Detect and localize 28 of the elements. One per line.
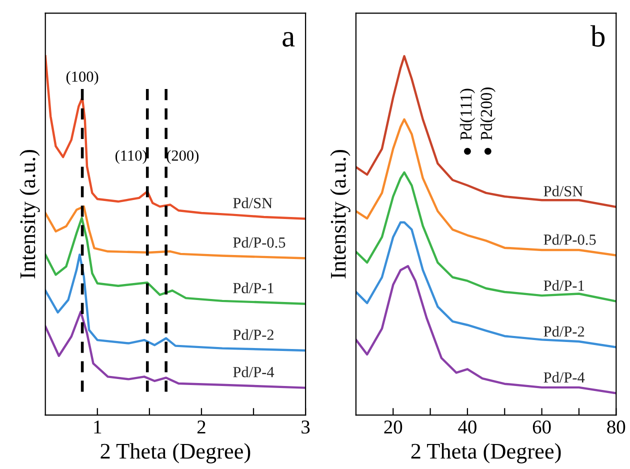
x-tick-label: 20 <box>384 420 402 434</box>
text: a <box>282 32 295 47</box>
x-axis-title: 2 Theta (Degree) <box>411 443 561 464</box>
series-label: Pd/SN <box>233 197 272 208</box>
annotation: Pd(111) <box>460 88 476 140</box>
annotation: (110) <box>116 150 147 164</box>
series-label: Pd/P-4 <box>544 372 585 383</box>
series-label: Pd/P-2 <box>233 329 274 340</box>
annotation: (100) <box>66 71 98 85</box>
x-axis-title: 2 Theta (Degree) <box>100 443 250 464</box>
x-tick-label: 2 <box>197 420 206 434</box>
series-label: Pd/P-0.5 <box>233 236 286 248</box>
x-tick-label: 40 <box>458 420 476 434</box>
x-tick-label: 80 <box>607 420 626 434</box>
series-label: Pd/SN <box>544 186 583 196</box>
series-label: Pd/P-4 <box>233 366 274 378</box>
series-label: Pd/P-1 <box>544 280 584 291</box>
text: b <box>590 25 605 47</box>
y-axis-title: Intensity (a.u.) <box>330 150 350 278</box>
annotation: (200) <box>166 150 199 164</box>
annotation: Pd(200) <box>480 88 496 140</box>
x-tick-label: 1 <box>94 420 102 434</box>
series-label: Pd/P-0.5 <box>544 234 596 245</box>
y-axis-title: Intensity (a.u.) <box>20 150 40 278</box>
series-label: Pd/P-1 <box>233 282 274 294</box>
x-tick-label: 3 <box>302 420 310 434</box>
series-label: Pd/P-2 <box>544 326 584 337</box>
x-tick-label: 60 <box>532 420 551 434</box>
